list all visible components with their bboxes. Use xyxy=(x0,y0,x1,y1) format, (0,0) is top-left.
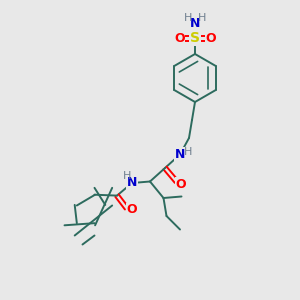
Text: H: H xyxy=(122,171,131,182)
Text: H: H xyxy=(184,147,193,157)
Text: N: N xyxy=(175,148,185,161)
Text: O: O xyxy=(127,203,137,216)
Text: H: H xyxy=(198,13,206,23)
Text: O: O xyxy=(174,32,185,45)
Text: S: S xyxy=(190,32,200,45)
Text: N: N xyxy=(127,176,137,190)
Text: H: H xyxy=(184,13,192,23)
Text: O: O xyxy=(176,178,186,191)
Text: O: O xyxy=(205,32,216,45)
Text: N: N xyxy=(190,17,200,30)
